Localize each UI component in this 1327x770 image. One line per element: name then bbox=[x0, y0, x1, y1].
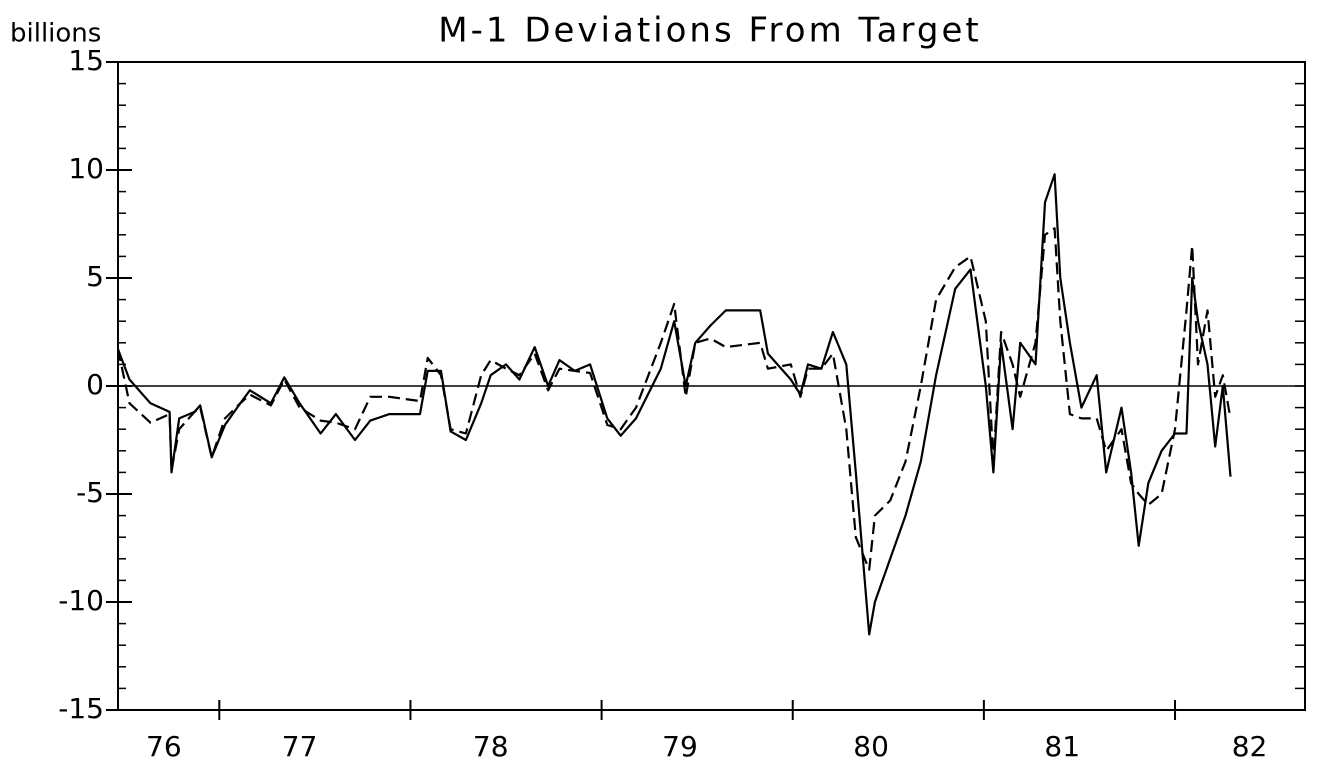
x-tick-label: 82 bbox=[1232, 730, 1268, 763]
y-tick-label: 0 bbox=[86, 368, 104, 401]
y-tick-label: 10 bbox=[68, 152, 104, 185]
y-tick-label: 15 bbox=[68, 44, 104, 77]
x-tick-label: 80 bbox=[853, 730, 889, 763]
series-line bbox=[116, 227, 1232, 571]
x-tick-label: 76 bbox=[146, 730, 182, 763]
x-tick-label: 78 bbox=[473, 730, 509, 763]
y-tick-label: -5 bbox=[76, 476, 104, 509]
chart-title: M-1 Deviations From Target bbox=[438, 11, 981, 51]
y-tick-label: 5 bbox=[86, 260, 104, 293]
y-tick-label: -15 bbox=[58, 692, 104, 725]
series-line bbox=[116, 173, 1232, 636]
x-tick-label: 77 bbox=[282, 730, 318, 763]
y-tick-label: -10 bbox=[58, 584, 104, 617]
y-axis-label: billions bbox=[10, 19, 101, 49]
x-tick-label: 81 bbox=[1044, 730, 1080, 763]
x-tick-label: 79 bbox=[662, 730, 698, 763]
